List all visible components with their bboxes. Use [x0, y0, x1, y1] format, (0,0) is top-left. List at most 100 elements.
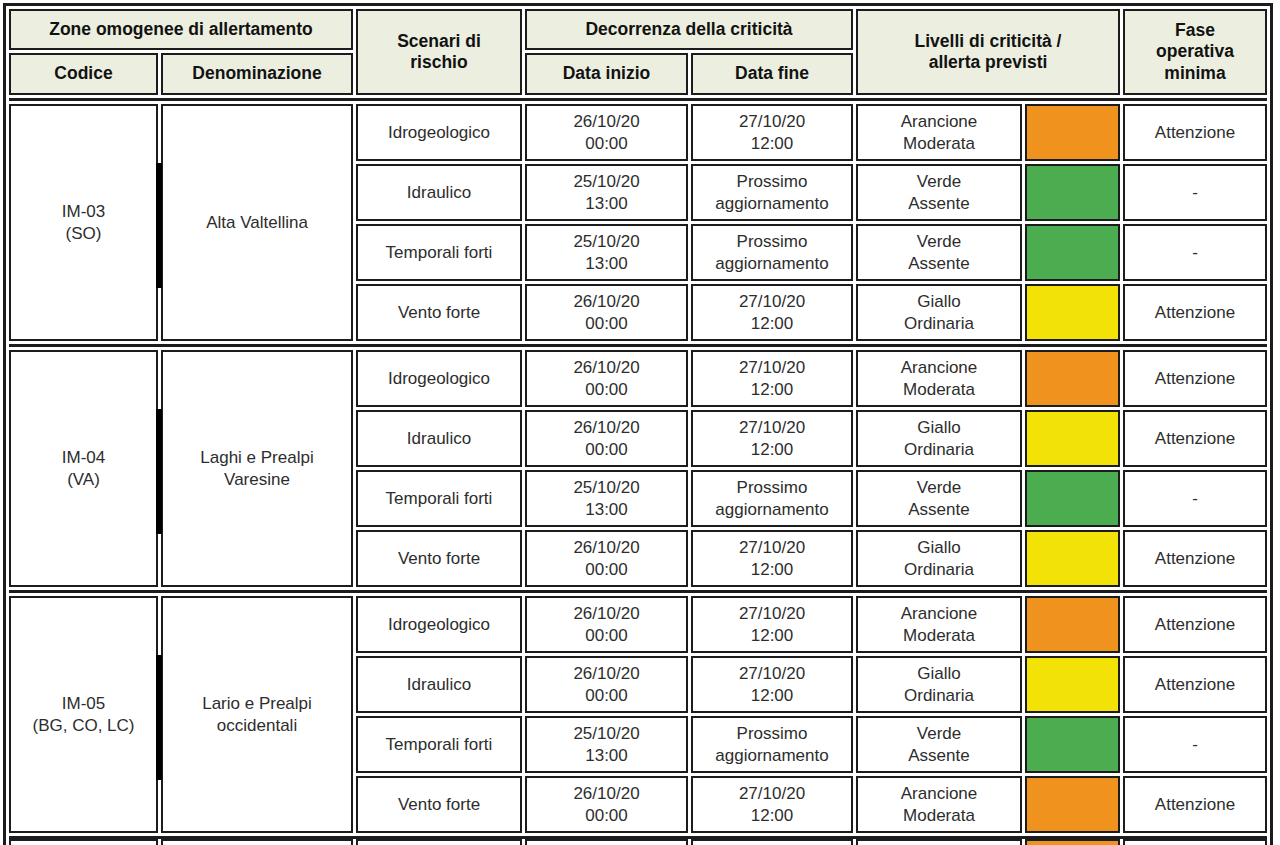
criticality-swatch — [1025, 224, 1120, 281]
date-end-cell: 27/10/2012:00 — [691, 350, 853, 407]
header-codice: Codice — [9, 53, 158, 95]
zone-name-cell: Alta Valtellina — [161, 104, 353, 341]
date-end-cell: Prossimoaggiornamento — [691, 716, 853, 773]
phase-cell: Attenzione — [1123, 656, 1267, 713]
zone-divider-bar — [156, 655, 162, 780]
header-scenari-label: Scenari di rischio — [389, 31, 489, 74]
scenario-cell: Idraulico — [356, 410, 522, 467]
zone-code-cell: IM-03 (SO) — [9, 104, 158, 341]
scenario-cell: Idrogeologico — [356, 596, 522, 653]
zone-divider-bar — [156, 163, 162, 288]
date-start-cell: 25/10/2013:00 — [525, 164, 688, 221]
zone-code: IM-04 — [62, 447, 105, 468]
phase-cell: - — [1123, 224, 1267, 281]
scenario-cell: Temporali forti — [356, 470, 522, 527]
date-end-cell: Prossimoaggiornamento — [691, 164, 853, 221]
header-codice-label: Codice — [54, 63, 112, 84]
phase-cell: Attenzione — [1123, 284, 1267, 341]
header-scenari-di-rischio: Scenari di rischio — [356, 9, 522, 95]
date-end-cell: 27/10/2012:00 — [691, 284, 853, 341]
date-start-cell: 25/10/2013:00 — [525, 224, 688, 281]
criticality-label-cell: VerdeAssente — [856, 224, 1022, 281]
date-end-cell: 27/10/2012:00 — [691, 596, 853, 653]
criticality-swatch — [1025, 104, 1120, 161]
scenario-label: Vento forte — [398, 548, 480, 569]
scenario-label: Idraulico — [407, 182, 471, 203]
header-data-inizio: Data inizio — [525, 53, 688, 95]
criticality-label-cell: GialloOrdinaria — [856, 410, 1022, 467]
phase-cell: Attenzione — [1123, 596, 1267, 653]
header-denominazione-label: Denominazione — [192, 63, 321, 84]
scenario-cell: Idrogeologico — [356, 104, 522, 161]
scenario-cell: Temporali forti — [356, 224, 522, 281]
criticality-swatch — [1025, 530, 1120, 587]
zone-group-im03: IM-03 (SO) Alta Valtellina Idrogeologico… — [9, 98, 1267, 341]
date-end-cell: 27/10/2012:00 — [691, 410, 853, 467]
date-start-cell: 26/10/2000:00 — [525, 656, 688, 713]
scenario-label: Temporali forti — [386, 734, 493, 755]
zone-name-cell: Lario e Prealpi occidentali — [161, 596, 353, 833]
criticality-label-cell: VerdeAssente — [856, 470, 1022, 527]
scenario-cell: Idrogeologico — [356, 350, 522, 407]
header-zone-omogenee: Zone omogenee di allertamento — [9, 9, 353, 50]
scenario-cell: Vento forte — [356, 530, 522, 587]
scenario-label: Idrogeologico — [388, 368, 490, 389]
criticality-swatch — [1025, 164, 1120, 221]
zone-code-cell: IM-04 (VA) — [9, 350, 158, 587]
date-end-cell: 27/10/2012:00 — [691, 656, 853, 713]
date-end-cell: Prossimoaggiornamento — [691, 470, 853, 527]
zone-provinces: (BG, CO, LC) — [32, 715, 134, 736]
phase-cell: Attenzione — [1123, 350, 1267, 407]
criticality-label-cell: VerdeAssente — [856, 716, 1022, 773]
table-header: Zone omogenee di allertamento Scenari di… — [9, 9, 1267, 95]
zone-name-cell: Laghi e Prealpi Varesine — [161, 350, 353, 587]
date-start-cell: 26/10/2000:00 — [525, 410, 688, 467]
header-zone-omogenee-label: Zone omogenee di allertamento — [49, 19, 313, 40]
criticality-label-cell: VerdeAssente — [856, 164, 1022, 221]
scenario-cell: Vento forte — [356, 776, 522, 833]
scenario-cell: Temporali forti — [356, 716, 522, 773]
zone-code: IM-03 — [62, 201, 105, 222]
zone-group-im04: IM-04 (VA) Laghi e Prealpi Varesine Idro… — [9, 344, 1267, 587]
scenario-label: Idrogeologico — [388, 614, 490, 635]
header-livelli-label: Livelli di criticità / allerta previsti — [898, 31, 1078, 74]
criticality-swatch — [1025, 656, 1120, 713]
cutoff-row — [9, 836, 1267, 845]
zone-provinces: (SO) — [66, 223, 102, 244]
zone-name: Laghi e Prealpi Varesine — [180, 447, 335, 490]
phase-cell: Attenzione — [1123, 776, 1267, 833]
zone-group-im05: IM-05 (BG, CO, LC) Lario e Prealpi occid… — [9, 590, 1267, 833]
header-fase-operativa: Fase operativa minima — [1123, 9, 1267, 95]
criticality-label-cell: GialloOrdinaria — [856, 656, 1022, 713]
zone-divider-bar — [156, 409, 162, 534]
date-start-cell: 26/10/2000:00 — [525, 350, 688, 407]
date-start-cell: 26/10/2000:00 — [525, 776, 688, 833]
date-start-cell: 26/10/2000:00 — [525, 284, 688, 341]
phase-cell: Attenzione — [1123, 410, 1267, 467]
date-end-cell: 27/10/2012:00 — [691, 776, 853, 833]
criticality-swatch — [1025, 350, 1120, 407]
zone-provinces: (VA) — [67, 469, 100, 490]
date-start-cell: 26/10/2000:00 — [525, 596, 688, 653]
scenario-label: Idraulico — [407, 428, 471, 449]
criticality-swatch — [1025, 284, 1120, 341]
criticality-swatch — [1025, 839, 1120, 845]
scenario-cell: Idraulico — [356, 164, 522, 221]
scenario-label: Vento forte — [398, 794, 480, 815]
criticality-label-cell: ArancioneModerata — [856, 776, 1022, 833]
date-end-cell: 27/10/2012:00 — [691, 530, 853, 587]
zone-name: Alta Valtellina — [206, 212, 308, 233]
criticality-label-cell: GialloOrdinaria — [856, 530, 1022, 587]
scenario-label: Vento forte — [398, 302, 480, 323]
criticality-swatch — [1025, 410, 1120, 467]
date-start-cell: 25/10/2013:00 — [525, 470, 688, 527]
header-data-fine-label: Data fine — [735, 63, 809, 84]
phase-cell: - — [1123, 164, 1267, 221]
phase-cell: Attenzione — [1123, 104, 1267, 161]
scenario-label: Idraulico — [407, 674, 471, 695]
scenario-label: Temporali forti — [386, 242, 493, 263]
scenario-label: Temporali forti — [386, 488, 493, 509]
header-decorrenza: Decorrenza della criticità — [525, 9, 853, 50]
header-data-inizio-label: Data inizio — [563, 63, 651, 84]
scenario-cell: Idraulico — [356, 656, 522, 713]
